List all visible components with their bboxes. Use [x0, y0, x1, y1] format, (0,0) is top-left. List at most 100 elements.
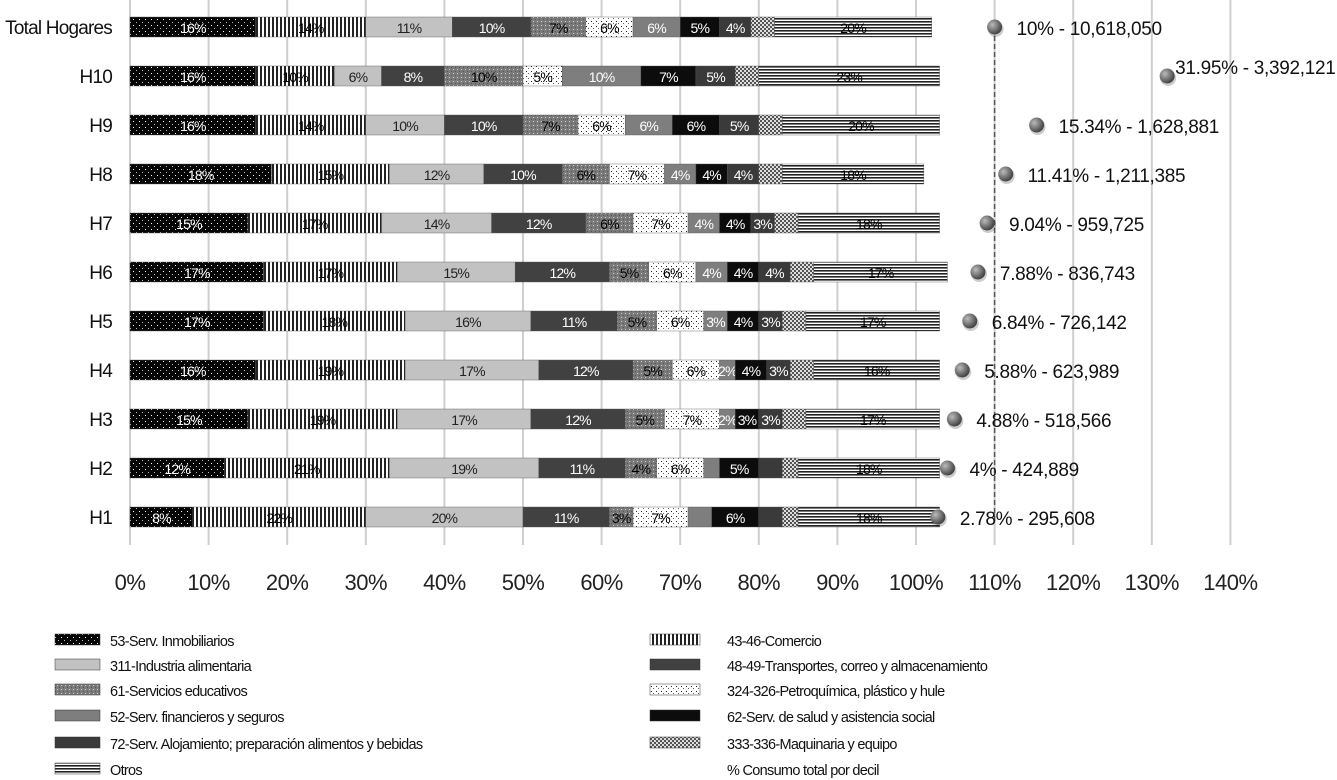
- legend-item: 333-336-Maquinaria y equipo: [649, 736, 898, 753]
- consumo-point: [946, 411, 962, 427]
- bar-segment: [782, 408, 807, 430]
- consumo-point: [987, 19, 1003, 35]
- consumo-label: 5.88% - 623,989: [984, 362, 1119, 383]
- legend-label: 311-Industria alimentaria: [110, 659, 253, 675]
- data-label: 5%: [643, 363, 662, 379]
- data-label: 17%: [860, 412, 886, 428]
- bar-segment: [805, 408, 940, 430]
- x-tick-label: 100%: [889, 570, 943, 595]
- data-label: 17%: [184, 314, 210, 330]
- data-label: 2%: [718, 363, 737, 379]
- legend-swatch: [54, 683, 101, 696]
- category-label: H4: [89, 361, 113, 382]
- data-label: 10%: [471, 118, 497, 134]
- consumo-label: 11.41% - 1,211,385: [1028, 166, 1186, 187]
- data-label: 23%: [836, 69, 862, 85]
- data-label: 11%: [562, 314, 587, 330]
- data-label: 7%: [549, 20, 568, 36]
- data-label: 2%: [718, 412, 737, 428]
- legend-label: 48-49-Transportes, correo y almacenamien…: [727, 659, 988, 675]
- legend-label: 62-Serv. de salud y asistencia social: [727, 710, 935, 726]
- data-label: 5%: [620, 265, 639, 281]
- category-label: H6: [89, 263, 112, 284]
- data-label: 17%: [860, 314, 886, 330]
- consumo-label: 31.95% - 3,392,121: [1175, 58, 1335, 79]
- legend-item: 43-46-Comercio: [649, 633, 822, 650]
- consumo-point: [970, 264, 986, 280]
- consumo-point: [979, 215, 995, 231]
- data-label: 11%: [554, 510, 579, 526]
- category-label: H8: [89, 165, 112, 186]
- consumo-point: [930, 509, 946, 525]
- bar-row: H3 15% 19% 17% 12% 5% 7% 2% 3% 3% 17%: [89, 408, 940, 431]
- data-label: 3%: [761, 314, 780, 330]
- x-tick-label: 120%: [1046, 570, 1100, 595]
- consumo-point: [1029, 117, 1045, 133]
- x-tick-label: 70%: [659, 570, 702, 595]
- bar-segment: [758, 114, 783, 136]
- data-label: 8%: [152, 510, 171, 526]
- legend-label: Otros: [110, 763, 142, 779]
- data-label: 18%: [856, 216, 882, 232]
- bar-row: H10 16% 10% 6% 8% 10% 5% 10% 7% 5% 23%: [80, 65, 940, 88]
- bar-segment: [750, 16, 775, 38]
- legend-item: 48-49-Transportes, correo y almacenamien…: [649, 658, 989, 675]
- data-label: 12%: [424, 167, 450, 183]
- data-label: 4%: [726, 216, 745, 232]
- bar-row: H7 15% 17% 14% 12% 6% 7% 4% 4% 3% 18%: [89, 212, 940, 235]
- consumo-point: [962, 313, 978, 329]
- data-label: 3%: [612, 510, 631, 526]
- data-label: 4%: [702, 167, 721, 183]
- category-label: H3: [89, 410, 112, 431]
- data-label: 5%: [706, 69, 725, 85]
- x-tick-label: 30%: [345, 570, 388, 595]
- data-label: 6%: [577, 167, 596, 183]
- data-label: 3%: [753, 216, 772, 232]
- data-label: 20%: [432, 510, 458, 526]
- bar-segment: [758, 457, 783, 479]
- legend-label: 52-Serv. financieros y seguros: [110, 710, 284, 726]
- bar-segment: [782, 163, 925, 185]
- legend-label: 43-46-Comercio: [727, 634, 822, 650]
- data-label: 6%: [600, 216, 619, 232]
- bar-row: Total Hogares 16% 14% 11% 10% 7% 6% 6% 5% 4% 20%: [5, 16, 932, 39]
- legend-item: 311-Industria alimentaria: [54, 658, 253, 675]
- data-label: 14%: [298, 20, 324, 36]
- data-label: 17%: [459, 363, 485, 379]
- legend-label: % Consumo total por decil: [727, 763, 879, 779]
- x-tick-label: 40%: [423, 570, 466, 595]
- data-label: 3%: [706, 314, 725, 330]
- data-label: 6%: [671, 461, 690, 477]
- bar-segment: [735, 65, 759, 87]
- data-label: 5%: [691, 20, 710, 36]
- bar-segment: [797, 457, 940, 479]
- data-label: 15%: [176, 216, 202, 232]
- bar-row: H1 8% 22% 20% 11% 3% 7% 6% 18%: [89, 506, 940, 529]
- bar-segment: [758, 163, 783, 185]
- bar-segment: [758, 506, 783, 528]
- data-label: 6%: [663, 265, 682, 281]
- legend-swatch: [54, 762, 101, 775]
- data-label: 4%: [734, 314, 753, 330]
- data-label: 6%: [687, 118, 706, 134]
- data-label: 7%: [628, 167, 647, 183]
- consumo-label: 9.04% - 959,725: [1009, 215, 1144, 236]
- x-tick-label: 140%: [1203, 570, 1257, 595]
- legend-label: 72-Serv. Alojamiento; preparación alimen…: [110, 737, 423, 753]
- x-tick-label: 60%: [580, 570, 623, 595]
- data-label: 5%: [730, 118, 749, 134]
- data-label: 4%: [632, 461, 651, 477]
- data-label: 10%: [510, 167, 536, 183]
- data-label: 15%: [443, 265, 469, 281]
- data-label: 4%: [671, 167, 690, 183]
- data-label: 16%: [455, 314, 481, 330]
- consumo-label: 7.88% - 836,743: [1000, 264, 1135, 285]
- legend-swatch: [649, 709, 701, 722]
- data-label: 14%: [298, 118, 324, 134]
- bar-row: H6 17% 17% 15% 12% 5% 6% 4% 4% 4% 17%: [89, 261, 948, 284]
- data-label: 7%: [683, 412, 702, 428]
- data-label: 5%: [636, 412, 655, 428]
- data-label: 11%: [570, 461, 595, 477]
- bar-segment: [790, 359, 815, 381]
- data-label: 19%: [451, 461, 477, 477]
